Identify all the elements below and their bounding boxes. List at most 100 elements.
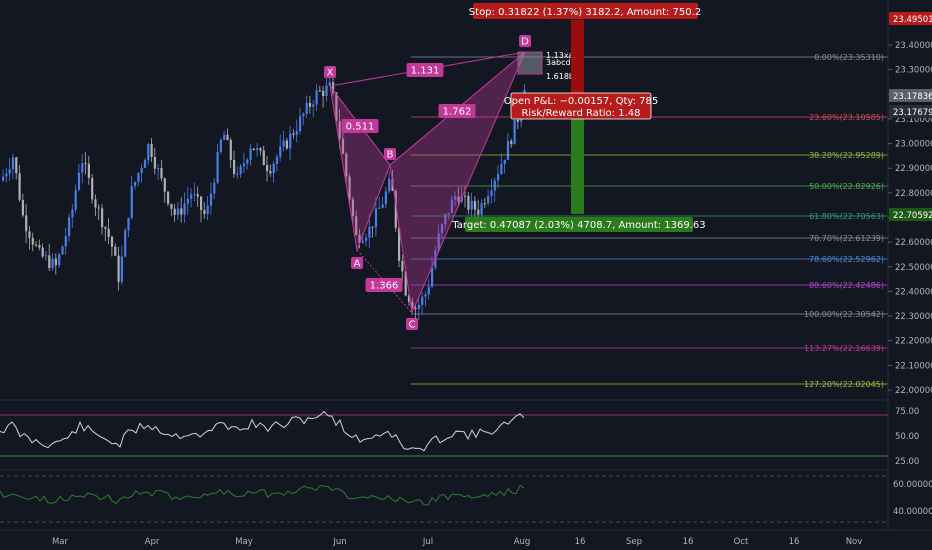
candle-body [355, 216, 358, 235]
candle-body [180, 208, 183, 215]
pattern-point-x[interactable] [324, 66, 336, 78]
ratio-xab[interactable] [341, 119, 379, 133]
candle-body [477, 209, 480, 215]
target-zone[interactable] [571, 117, 584, 214]
candle-body [464, 195, 467, 197]
time-axis-label: Jun [332, 537, 346, 547]
candle-body [143, 160, 147, 168]
rsi-tick-label: 50.00 [895, 432, 919, 442]
time-axis-label: Jul [422, 537, 433, 547]
bcd-triangle[interactable] [389, 51, 526, 315]
candle-body [91, 177, 94, 200]
pattern-point-a[interactable] [351, 257, 363, 269]
candle-body [87, 163, 90, 178]
candle-body [312, 104, 315, 107]
stop-label-text: Stop: 0.31822 (1.37%) 3182.2, Amount: 75… [469, 7, 701, 18]
candle-body [266, 165, 269, 171]
target-price-badge-bg [889, 208, 932, 221]
stop-price-badge: 23.49501 [889, 12, 932, 25]
fib-retracement[interactable]: 0.00%(23.35310) 23.60%(23.10585) 38.20%(22… [411, 53, 888, 389]
target-price-badge: 22.70592 [889, 208, 932, 221]
stop-price-badge-bg [889, 12, 932, 25]
candle-body [223, 134, 226, 140]
candle-body [58, 254, 61, 266]
price-tick-label: 23.40000 [895, 41, 932, 51]
risk-reward-text: Risk/Reward Ratio: 1.48 [521, 108, 640, 119]
candle-body [315, 90, 318, 105]
candle-body [173, 208, 176, 215]
candle-body [134, 181, 137, 187]
pnl-box[interactable] [510, 92, 652, 120]
candle-body [130, 186, 133, 218]
time-axis-label: Aug [514, 537, 531, 547]
xab-triangle[interactable] [329, 85, 391, 252]
pattern-point-label: C [409, 320, 416, 331]
candle-body [510, 140, 513, 145]
candle-body [371, 226, 374, 228]
time-axis-label: Oct [734, 537, 749, 547]
candle-body [2, 176, 5, 181]
candle-body [262, 150, 265, 166]
pattern-point-d[interactable] [519, 35, 531, 47]
target-label-text: Target: 0.47087 (2.03%) 4708.7, Amount: … [451, 220, 705, 231]
candle-body [368, 226, 371, 238]
candle-body [81, 163, 84, 173]
candle-body [209, 193, 213, 206]
candle-body [157, 168, 160, 170]
candle-body [242, 163, 246, 167]
candle-body [110, 236, 114, 247]
ratio-xad[interactable] [406, 63, 444, 77]
time-axis-label: Nov [846, 537, 863, 547]
candle-body [388, 178, 391, 192]
pattern-point-b[interactable] [384, 148, 396, 160]
ratio-abc-text: 1.366 [370, 281, 399, 292]
osc-tick-label: 40.00000 [893, 507, 932, 517]
candle-body [35, 244, 38, 246]
fib-level-label: 88.60%(22.42486) [809, 281, 884, 290]
candle-body [394, 190, 397, 228]
annotation-abcd: 3abcd [546, 58, 571, 67]
target-label-box[interactable] [465, 217, 693, 232]
candle-body [483, 203, 486, 205]
candle-body [213, 182, 216, 194]
candle-body [31, 237, 34, 245]
oscillator-pane [0, 475, 888, 523]
candle-body [365, 237, 368, 241]
candle-body [21, 199, 24, 216]
candle-body [216, 151, 219, 183]
candle-body [160, 168, 163, 179]
candle-body [272, 163, 275, 174]
ratio-bcd[interactable] [438, 104, 476, 118]
time-axis-label: May [235, 537, 253, 547]
candle-body [124, 230, 127, 257]
candle-body [457, 196, 460, 202]
candle-body [506, 140, 510, 160]
candle-body [11, 157, 15, 170]
candle-body [292, 133, 295, 135]
stop-label-box[interactable] [473, 3, 698, 19]
stop-price-badge-text: 23.49501 [893, 15, 932, 25]
candle-body [335, 92, 338, 122]
pattern-point-label: D [521, 37, 529, 48]
close-price-badge-text: 23.17679 [893, 108, 932, 118]
pattern-point-c[interactable] [406, 318, 418, 330]
candle-body [256, 148, 259, 150]
candle-body [44, 255, 48, 257]
target-price-badge-text: 22.70592 [893, 211, 932, 221]
candle-body [444, 214, 447, 225]
ratio-abc[interactable] [365, 278, 403, 292]
candle-body [318, 90, 321, 92]
candle-body [421, 296, 424, 305]
candle-body [48, 255, 51, 269]
close-price-badge-bg [889, 105, 932, 118]
candle-body [345, 153, 348, 177]
long-position-tool[interactable]: Stop: 0.31822 (1.37%) 3182.2, Amount: 75… [451, 3, 706, 232]
candle-body [427, 286, 430, 295]
candle-body [398, 227, 401, 262]
candle-body [450, 199, 453, 213]
candle-body [127, 217, 130, 231]
d-zone-box[interactable] [517, 51, 543, 75]
